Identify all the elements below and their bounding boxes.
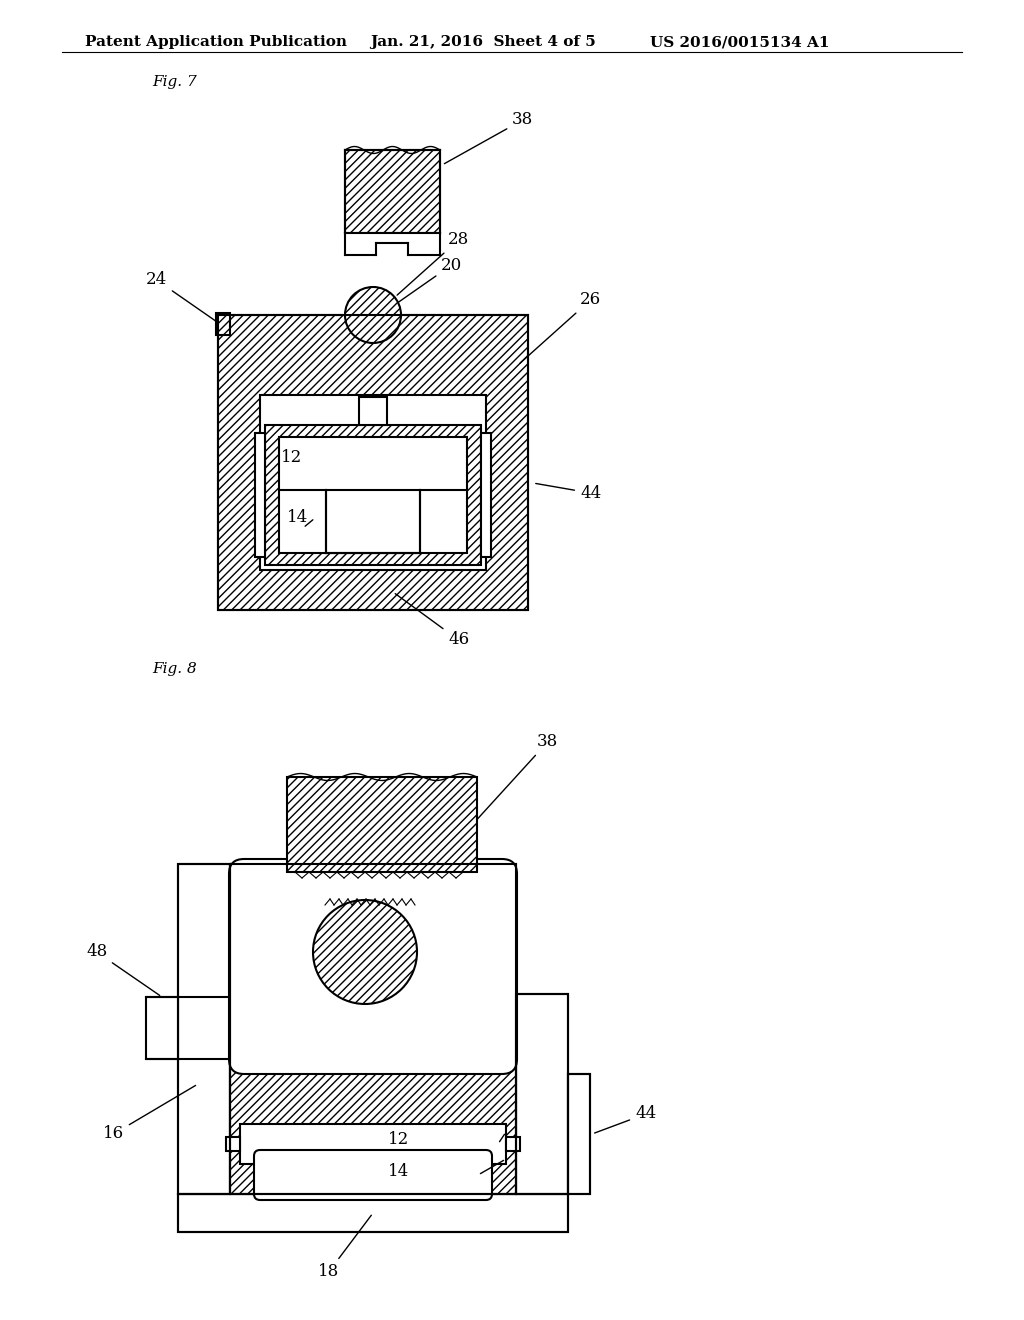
Bar [230,865,516,1195]
Bar [516,994,568,1195]
Bar [216,313,230,335]
Bar [345,150,440,234]
Text: Fig. 8: Fig. 8 [152,663,197,676]
Bar [568,1074,590,1195]
Bar [178,865,230,1195]
Text: Fig. 7: Fig. 7 [152,75,197,88]
Bar [146,997,178,1059]
Text: 20: 20 [385,256,462,312]
FancyBboxPatch shape [229,859,517,1074]
Bar [265,425,481,565]
Bar [506,1137,520,1151]
Text: Patent Application Publication: Patent Application Publication [85,36,347,49]
Text: 20: 20 [412,879,494,931]
Bar [516,994,568,1195]
Text: 26: 26 [520,292,601,363]
Text: 12: 12 [388,1130,410,1147]
Text: 44: 44 [595,1106,656,1133]
Bar [230,865,516,1195]
Bar [345,234,440,255]
Text: 12: 12 [281,450,302,466]
Bar [178,1195,568,1232]
Text: 48: 48 [86,944,160,995]
Text: 38: 38 [444,111,534,164]
Bar [481,433,490,557]
Bar [240,1125,506,1164]
Text: 44: 44 [536,483,601,502]
Bar [265,425,481,565]
Bar [260,395,486,570]
Bar [568,1074,590,1195]
Bar [279,437,467,553]
Bar [218,315,528,610]
Bar [178,865,230,1195]
Text: US 2016/0015134 A1: US 2016/0015134 A1 [650,36,829,49]
Text: 46: 46 [395,594,469,648]
Circle shape [313,900,417,1005]
Text: 24: 24 [146,272,218,322]
Bar [287,777,477,873]
Bar [359,397,387,425]
Bar [255,433,265,557]
Text: 38: 38 [474,734,558,822]
Bar [326,490,420,553]
Bar [218,315,528,610]
Bar [218,315,528,610]
Bar [260,1156,486,1195]
Text: 14: 14 [388,1163,410,1180]
Bar [216,313,230,335]
Bar [287,777,477,873]
Circle shape [345,286,401,343]
FancyBboxPatch shape [254,1150,492,1200]
Bar [178,1195,568,1232]
Text: 16: 16 [103,1085,196,1143]
Text: Jan. 21, 2016  Sheet 4 of 5: Jan. 21, 2016 Sheet 4 of 5 [370,36,596,49]
Text: 18: 18 [318,1216,372,1280]
Bar [226,1137,240,1151]
Text: 28: 28 [397,231,469,296]
Bar [345,150,440,234]
Text: 14: 14 [287,510,308,527]
Bar [230,865,516,1195]
